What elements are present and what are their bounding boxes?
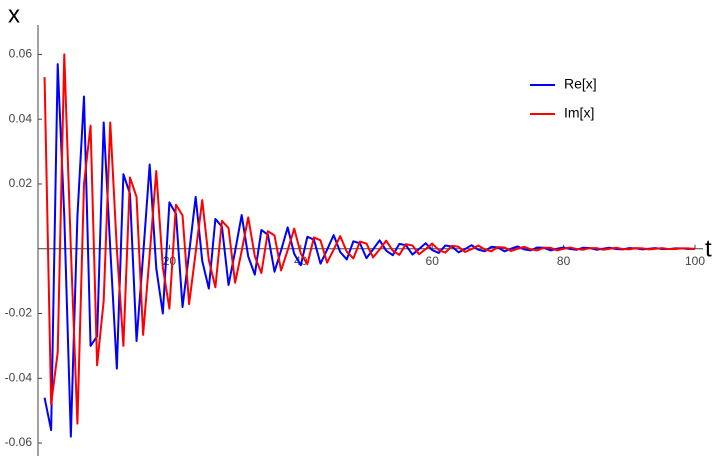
y-tick-label: -0.02 <box>5 306 33 320</box>
x-tick-label: 60 <box>426 254 440 268</box>
x-tick-label: 80 <box>557 254 571 268</box>
x-tick-label: 100 <box>685 254 705 268</box>
x-axis-label: t <box>705 235 712 262</box>
y-tick-label: 0.06 <box>9 47 33 61</box>
y-axis-label: x <box>8 1 20 28</box>
series-line <box>43 53 696 425</box>
y-tick-label: 0.04 <box>9 111 33 125</box>
y-tick-label: -0.04 <box>5 370 33 384</box>
y-tick-label: 0.02 <box>9 176 33 190</box>
y-tick-label: -0.06 <box>5 435 33 449</box>
legend-label: Re[x] <box>564 76 597 92</box>
legend-label: Im[x] <box>564 105 594 121</box>
